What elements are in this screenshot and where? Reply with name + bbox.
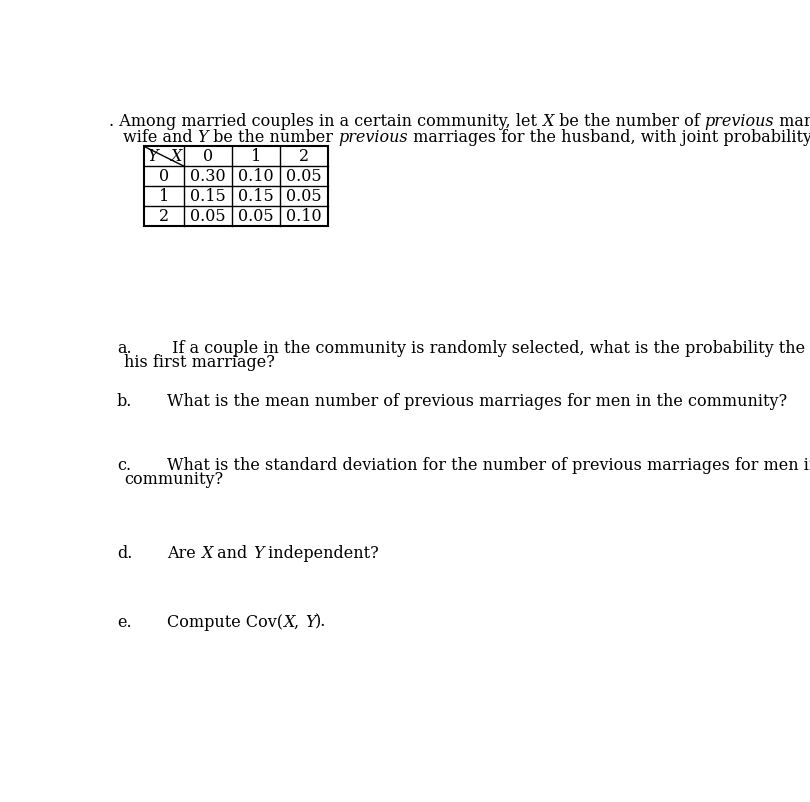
Text: marriages for the: marriages for the — [774, 113, 810, 130]
Text: 1: 1 — [159, 188, 169, 205]
Text: X: X — [284, 614, 295, 630]
Text: be the number: be the number — [208, 128, 339, 146]
Text: 0.05: 0.05 — [287, 188, 322, 205]
Text: 0.15: 0.15 — [238, 188, 274, 205]
Text: Y: Y — [253, 545, 263, 562]
Text: previous: previous — [705, 113, 774, 130]
Text: X: X — [170, 148, 181, 165]
Text: his first marriage?: his first marriage? — [125, 354, 275, 371]
Text: 0: 0 — [203, 148, 213, 164]
Text: Are: Are — [167, 545, 201, 562]
Text: be the number of: be the number of — [553, 113, 705, 130]
Text: 0.05: 0.05 — [287, 168, 322, 184]
Text: Y: Y — [305, 614, 315, 630]
Text: and: and — [212, 545, 253, 562]
Text: previous: previous — [339, 128, 408, 146]
Text: 0.30: 0.30 — [190, 168, 226, 184]
Text: Compute Cov(: Compute Cov( — [167, 614, 284, 630]
Text: d.: d. — [117, 545, 132, 562]
Text: e.: e. — [117, 614, 131, 630]
Text: 1: 1 — [251, 148, 262, 164]
Text: Y: Y — [198, 128, 208, 146]
Text: ).: ). — [315, 614, 326, 630]
Text: community?: community? — [125, 471, 224, 488]
Text: 2: 2 — [299, 148, 309, 164]
Text: c.: c. — [117, 456, 131, 474]
Text: What is the standard deviation for the number of previous marriages for men in t: What is the standard deviation for the n… — [167, 456, 810, 474]
Text: ,: , — [295, 614, 305, 630]
Text: 0.05: 0.05 — [238, 208, 274, 225]
Text: . Among married couples in a certain community, let: . Among married couples in a certain com… — [109, 113, 542, 130]
Text: independent?: independent? — [263, 545, 379, 562]
Text: 0.05: 0.05 — [190, 208, 226, 225]
Text: a.: a. — [117, 340, 131, 358]
Text: 0: 0 — [159, 168, 169, 184]
Text: 2: 2 — [159, 208, 169, 225]
Text: b.: b. — [117, 393, 132, 410]
Text: wife and: wife and — [123, 128, 198, 146]
Text: Y: Y — [147, 148, 158, 164]
Text: X: X — [542, 113, 553, 130]
Text: If a couple in the community is randomly selected, what is the probability the h: If a couple in the community is randomly… — [167, 340, 810, 358]
Text: 0.15: 0.15 — [190, 188, 226, 205]
Text: marriages for the husband, with joint probability mass function: marriages for the husband, with joint pr… — [408, 128, 810, 146]
Text: X: X — [201, 545, 212, 562]
Text: 0.10: 0.10 — [287, 208, 322, 225]
Text: 0.10: 0.10 — [238, 168, 274, 184]
Text: What is the mean number of previous marriages for men in the community?: What is the mean number of previous marr… — [167, 393, 787, 410]
Bar — [144, 146, 328, 226]
